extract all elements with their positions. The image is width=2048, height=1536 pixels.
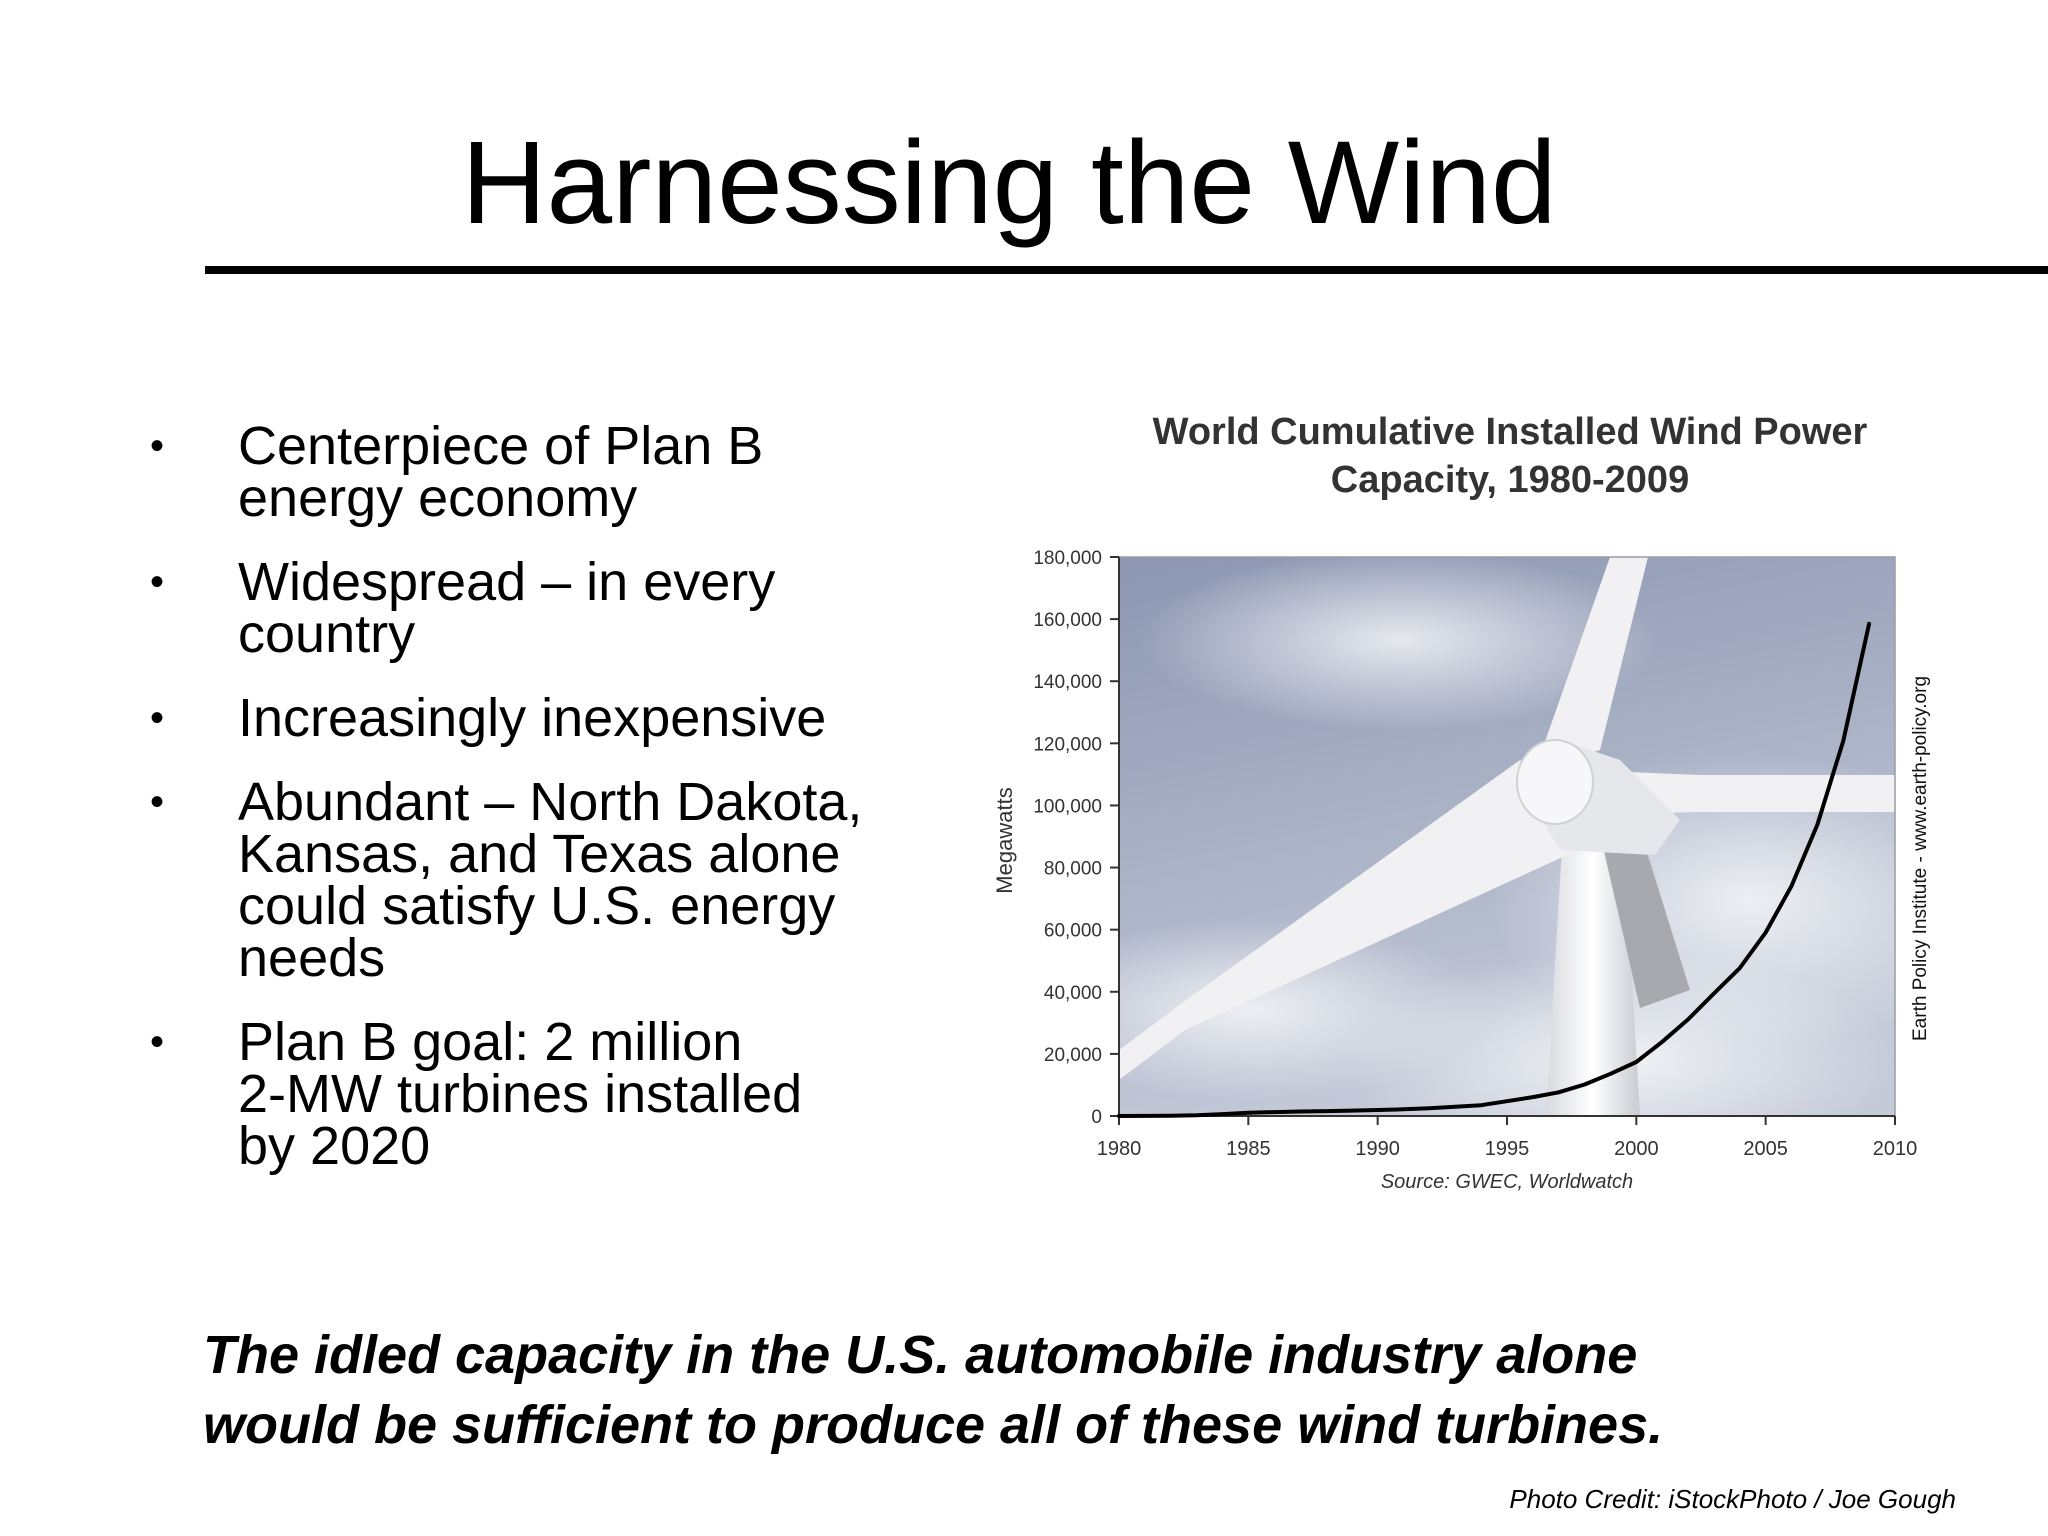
data-point [1324,1109,1328,1113]
bullet-item: • Centerpiece of Plan B energy economy [150,419,930,525]
data-point [1195,1113,1199,1117]
data-point [1686,1017,1690,1021]
data-point [1272,1110,1276,1114]
y-tick-label: 160,000 [1033,610,1102,631]
data-point [1634,1060,1638,1064]
y-tick-label: 120,000 [1033,734,1102,755]
cloud [1140,557,1660,730]
y-tick-label: 40,000 [1044,983,1102,1004]
y-tick-label: 80,000 [1044,859,1102,880]
title-underline [205,266,2048,274]
bullet-list: • Centerpiece of Plan B energy economy • Wi… [150,419,930,1204]
x-tick-label: 1990 [1355,1138,1400,1160]
photo-credit: Photo Credit: iStockPhoto / Joe Gough [1509,1484,1956,1514]
data-point [1505,1099,1509,1103]
y-tick-label: 180,000 [1033,548,1102,569]
wind-turbine-photo [1119,557,1895,1116]
x-tick-label: 1980 [1097,1138,1142,1160]
data-point [1660,1040,1664,1044]
data-point [1815,823,1819,827]
data-point [1531,1095,1535,1099]
bullet-item: • Increasingly inexpensive [150,691,930,745]
x-tick-label: 2000 [1614,1138,1659,1160]
turbine-blade-up [1535,557,1648,770]
data-point [1169,1114,1173,1118]
y-tick-label: 140,000 [1033,672,1102,693]
data-point [1117,1114,1121,1118]
bullet-text: Increasingly inexpensive [238,688,827,748]
chart-side-note: Earth Policy Institute - www.earth-polic… [1910,676,1931,1041]
bullet-item: • Plan B goal: 2 million 2-MW turbines in… [150,1015,930,1173]
x-tick-label: 2010 [1873,1138,1918,1160]
data-point [1608,1072,1612,1076]
chart-title: World Cumulative Installed Wind Power Ca… [1152,411,1868,501]
data-point [1402,1107,1406,1111]
slide-title: Harnessing the Wind [461,117,1557,249]
chart-ticks: 0 20,000 40,000 60,000 80,000 100,000 120,000 1… [1033,548,1917,1160]
bullet-item: • Widespread – in every country [150,555,930,661]
bullet-marker: • [150,424,165,468]
bullet-marker: • [150,780,165,824]
data-point [1220,1112,1224,1116]
data-point [1557,1090,1561,1094]
data-point [1583,1082,1587,1086]
data-point [1376,1108,1380,1112]
bullet-text: Plan B goal: 2 million 2-MW turbines ins… [238,1012,803,1176]
chart-source: Source: GWEC, Worldwatch [1381,1171,1633,1193]
data-point [1867,622,1871,626]
bullet-text: Centerpiece of Plan B energy economy [238,416,764,528]
series-line [1117,621,1872,1118]
y-axis-label: Megawatts [992,787,1017,893]
data-point [1790,884,1794,888]
bullet-text: Widespread – in every country [238,552,776,664]
data-point [1143,1114,1147,1118]
data-point [1712,992,1716,996]
turbine-blade-left [1119,760,1600,1080]
y-tick-label: 100,000 [1033,796,1102,817]
bullet-marker: • [150,696,165,740]
bullet-marker: • [150,560,165,604]
x-tick-label: 2005 [1743,1138,1788,1160]
x-tick-label: 1995 [1485,1138,1530,1160]
data-point [1764,930,1768,934]
bullet-text: Abundant – North Dakota, Kansas, and Tex… [238,772,863,988]
closing-note: The idled capacity in the U.S. automobil… [203,1325,1664,1455]
data-point [1841,739,1845,743]
y-tick-label: 20,000 [1044,1045,1102,1066]
data-point [1427,1106,1431,1110]
bullet-item: • Abundant – North Dakota, Kansas, and Te… [150,775,930,985]
bullet-marker: • [150,1020,165,1064]
data-point [1479,1103,1483,1107]
y-tick-label: 0 [1091,1107,1102,1128]
y-tick-label: 60,000 [1044,921,1102,942]
turbine-hub [1516,739,1594,825]
x-tick-label: 1985 [1226,1138,1271,1160]
data-point [1453,1105,1457,1109]
data-point [1738,966,1742,970]
data-point [1246,1111,1250,1115]
data-point [1350,1109,1354,1113]
chart-series [1117,621,1872,1118]
data-point [1298,1109,1302,1113]
